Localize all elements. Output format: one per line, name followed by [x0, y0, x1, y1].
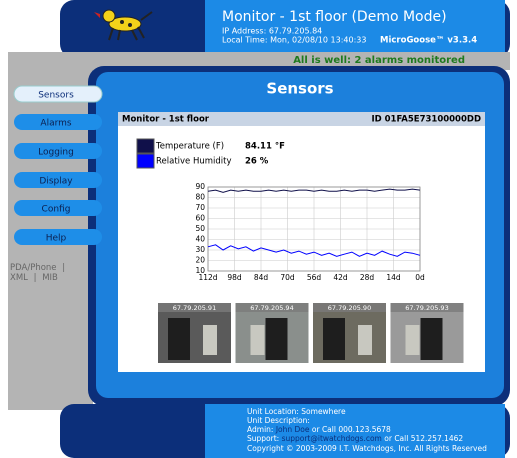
- link-mib[interactable]: MIB: [42, 273, 58, 283]
- ip-address: IP Address: 67.79.205.84: [222, 27, 322, 36]
- link-xml[interactable]: XML: [10, 273, 28, 283]
- header-title: Monitor - 1st floor (Demo Mode): [222, 9, 447, 25]
- legend-swatch: [137, 139, 154, 153]
- footer-description: Unit Description:: [247, 416, 310, 425]
- reading-value: 84.11 °F: [245, 142, 285, 152]
- support-phone: or Call 512.257.1462: [384, 434, 463, 443]
- y-tick-label: 70: [195, 203, 205, 212]
- camera-rack: [168, 318, 190, 360]
- x-tick-label: 14d: [386, 273, 401, 282]
- x-tick-label: 70d: [280, 273, 295, 282]
- camera-rack: [421, 318, 443, 360]
- reading-value: 26 %: [245, 157, 269, 167]
- nav-label[interactable]: Config: [42, 205, 71, 215]
- footer-admin: Admin: John Doe or Call 000.123.5678: [247, 425, 391, 434]
- product-version: MicroGoose™ v3.3.4: [380, 36, 477, 46]
- support-link[interactable]: support@itwatchdogs.com: [282, 434, 382, 443]
- y-tick-label: 90: [195, 182, 205, 191]
- footer-copyright: Copyright © 2003-2009 I.T. Watchdogs, In…: [247, 444, 487, 453]
- legend-swatch: [137, 154, 154, 168]
- x-tick-label: 112d: [198, 273, 217, 282]
- nav-label[interactable]: Sensors: [38, 91, 74, 101]
- support-label: Support:: [247, 434, 279, 443]
- camera-detail: [406, 325, 420, 355]
- y-tick-label: 80: [195, 193, 205, 202]
- nav-label[interactable]: Logging: [38, 148, 74, 158]
- y-tick-label: 20: [195, 256, 205, 265]
- panel-name: Monitor - 1st floor: [122, 115, 210, 125]
- separator: |: [62, 263, 65, 273]
- status-text: All is well: 2 alarms monitored: [293, 55, 465, 66]
- footer-location: Unit Location: Somewhere: [247, 407, 346, 416]
- admin-phone: or Call 000.123.5678: [312, 425, 391, 434]
- camera-caption: 67.79.205.93: [405, 304, 448, 312]
- camera-rack: [266, 318, 288, 360]
- camera-detail: [358, 325, 372, 355]
- x-tick-label: 0d: [415, 273, 425, 282]
- footer-support: Support: support@itwatchdogs.com or Call…: [247, 434, 463, 443]
- y-tick-label: 60: [195, 214, 205, 223]
- alt-links: PDA/Phone |: [10, 263, 65, 273]
- reading-label: Temperature (F): [155, 142, 224, 152]
- panel-id: ID 01FA5E73100000DD: [371, 115, 481, 125]
- camera-detail: [203, 325, 217, 355]
- x-tick-label: 42d: [333, 273, 348, 282]
- nav-label[interactable]: Help: [46, 234, 67, 244]
- camera-caption: 67.79.205.90: [328, 304, 371, 312]
- admin-link[interactable]: John Doe: [275, 425, 310, 434]
- y-tick-label: 40: [195, 235, 205, 244]
- page-title: Sensors: [266, 80, 333, 98]
- y-tick-label: 30: [195, 245, 205, 254]
- reading-label: Relative Humidity: [156, 157, 232, 167]
- page: Monitor - 1st floor (Demo Mode) IP Addre…: [0, 0, 517, 458]
- camera-caption: 67.79.205.91: [173, 304, 216, 312]
- nav-label[interactable]: Alarms: [40, 119, 71, 129]
- camera-rack: [323, 318, 345, 360]
- separator: |: [34, 273, 37, 283]
- x-tick-label: 56d: [307, 273, 322, 282]
- camera-caption: 67.79.205.94: [250, 304, 293, 312]
- x-tick-label: 28d: [360, 273, 375, 282]
- link-pda[interactable]: PDA/Phone: [10, 263, 57, 273]
- y-tick-label: 50: [195, 224, 205, 233]
- x-tick-label: 98d: [227, 273, 242, 282]
- local-time: Local Time: Mon, 02/08/10 13:40:33: [222, 36, 366, 45]
- camera-detail: [251, 325, 265, 355]
- admin-label: Admin:: [247, 425, 273, 434]
- nav-label[interactable]: Display: [39, 177, 73, 187]
- x-tick-label: 84d: [254, 273, 269, 282]
- alt-links: XML | MIB: [10, 273, 58, 283]
